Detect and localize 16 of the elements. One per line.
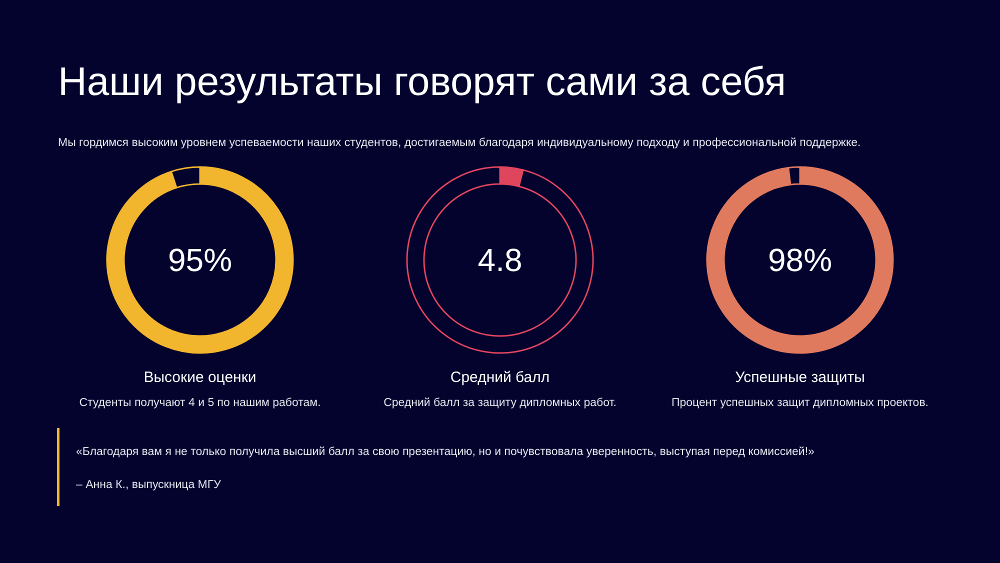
text: Наши результаты говорят сами за себя (58, 60, 786, 104)
text: Процент успешных защит дипломных проектов. (672, 397, 928, 409)
donut-slice (706, 166, 894, 354)
data-label: 4.8 (478, 242, 522, 278)
data-label: 98% (768, 242, 832, 278)
text: Студенты получают 4 и 5 по нашим работам. (79, 397, 321, 409)
text: Высокие оценки (144, 369, 256, 386)
text: Средний балл (450, 369, 550, 386)
text: «Благодаря вам я не только получила высший балл за свою презентацию, но и почувствовала уверенность, выступая перед комиссией!» (76, 446, 814, 458)
text: Успешные защиты (735, 369, 865, 386)
donut-slice (106, 166, 294, 354)
text: Мы гордимся высоким уровнем успеваемости наших студентов, достигаемым благодаря индивидуальному подходу и профессиональной поддержке. (58, 137, 861, 149)
text: Средний балл за защиту дипломных работ. (384, 397, 616, 409)
donut-slice (406, 166, 594, 354)
data-label: 95% (168, 242, 232, 278)
text: – Анна К., выпускница МГУ (76, 479, 222, 491)
